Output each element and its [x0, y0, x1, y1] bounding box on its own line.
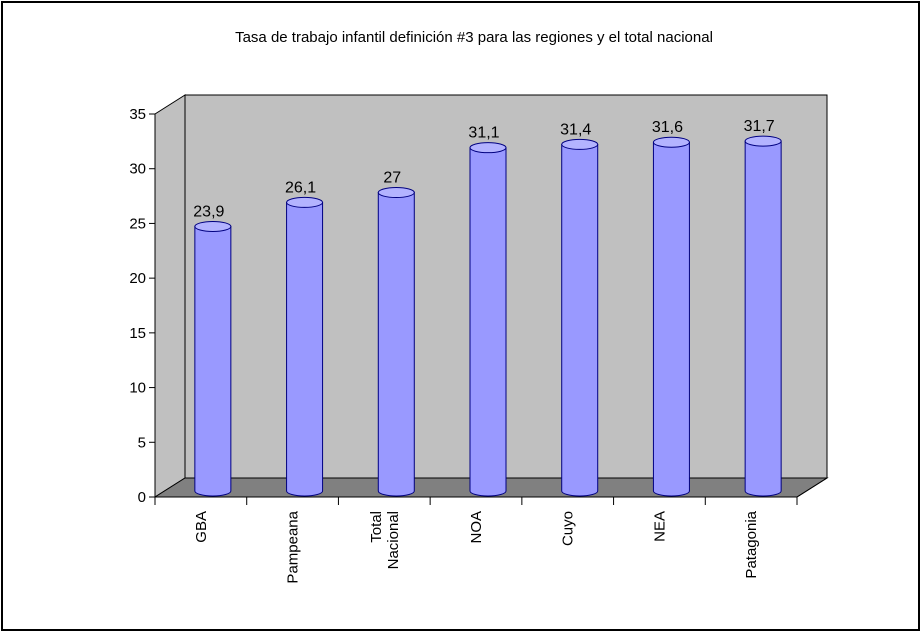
- y-tick-label: 25: [129, 215, 146, 232]
- bar: [377, 187, 415, 497]
- bar-top: [194, 220, 232, 232]
- x-tick-label: NOA: [468, 511, 485, 544]
- side-wall: [154, 94, 186, 498]
- y-tick-label: 20: [129, 270, 146, 287]
- data-label: 31,4: [560, 121, 591, 138]
- x-tick-label: TotalNacional: [368, 511, 402, 569]
- bar-body: [469, 147, 507, 497]
- bar-body: [286, 201, 324, 497]
- bar: [744, 135, 782, 497]
- y-tick-label: 5: [138, 434, 146, 451]
- y-tick-label: 10: [129, 380, 146, 397]
- data-label: 27: [383, 170, 401, 187]
- x-tick-label-line: Cuyo: [560, 511, 577, 546]
- x-tick-label-line: Total: [368, 511, 385, 543]
- plot-area: 0 5 10 15 20 25 30 35 23,9 GBA 26,1 Pampeana 27 Total…: [129, 94, 829, 584]
- y-tick-label: 30: [129, 161, 146, 178]
- data-label: 31,7: [744, 118, 775, 135]
- data-label: 31,1: [468, 125, 499, 142]
- y-tick-label: 0: [138, 489, 146, 506]
- x-tick-label-line: Pampeana: [285, 510, 302, 583]
- y-tick-label: 15: [129, 325, 146, 342]
- bar: [561, 138, 599, 497]
- bar-top: [744, 135, 782, 147]
- bar-body: [377, 192, 415, 497]
- x-tick-label-line: NEA: [651, 511, 668, 542]
- bar: [652, 136, 690, 497]
- x-tick-label: GBA: [193, 511, 210, 543]
- x-tick-label-line: Nacional: [385, 511, 402, 569]
- chart-title: Tasa de trabajo infantil definición #3 p…: [235, 29, 713, 46]
- x-tick-label: NEA: [651, 511, 668, 542]
- bar: [286, 196, 324, 497]
- x-tick-label-line: Patagonia: [743, 510, 760, 578]
- x-tick-label-line: GBA: [193, 511, 210, 543]
- bar: [469, 142, 507, 497]
- data-label: 26,1: [285, 179, 316, 196]
- bar-top: [286, 196, 324, 208]
- x-tick-label: Pampeana: [285, 510, 302, 583]
- bar-body: [652, 141, 690, 497]
- x-tick-label: Patagonia: [743, 510, 760, 578]
- bar-top: [469, 142, 507, 154]
- bar-top: [561, 138, 599, 150]
- bar-top: [377, 187, 415, 199]
- bar-body: [561, 143, 599, 497]
- bar-body: [194, 225, 232, 497]
- y-tick-label: 35: [129, 106, 146, 123]
- bar-body: [744, 140, 782, 497]
- x-tick-label-line: NOA: [468, 511, 485, 544]
- data-label: 23,9: [193, 203, 224, 220]
- bar-top: [652, 136, 690, 148]
- x-tick-label: Cuyo: [560, 511, 577, 546]
- data-label: 31,6: [652, 119, 683, 136]
- bar: [194, 220, 232, 497]
- floor-edge: [796, 477, 828, 498]
